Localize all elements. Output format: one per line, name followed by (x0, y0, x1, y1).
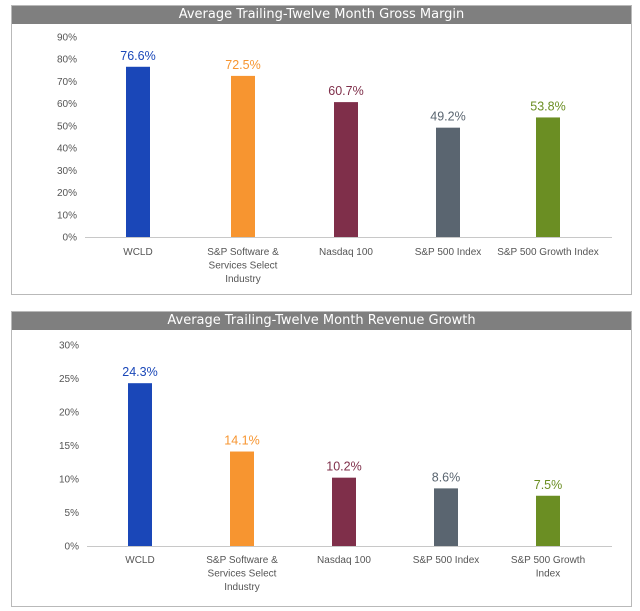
x-category-label: WCLD (125, 555, 154, 566)
data-label: 60.7% (328, 84, 363, 98)
x-category-label: S&P Software & (206, 555, 278, 566)
y-tick-label: 30% (57, 166, 77, 177)
gross-margin-chart: 0% 10% 20% 30% 40% 50% 60% 70% 80% 90% 76.6% WCLD 72… (57, 33, 612, 285)
x-category-label: Industry (224, 582, 260, 593)
bar (536, 117, 560, 237)
x-category-label: S&P 500 Index (413, 555, 480, 566)
bar (434, 488, 458, 546)
y-tick-label: 10% (57, 210, 77, 221)
data-label: 24.3% (122, 365, 157, 379)
x-category-label: Nasdaq 100 (317, 555, 371, 566)
data-label: 10.2% (326, 460, 361, 474)
x-category-label: Services Select (208, 569, 277, 580)
data-label: 7.5% (534, 478, 563, 492)
bar (126, 66, 150, 238)
y-tick-label: 40% (57, 144, 77, 155)
revenue-growth-chart-panel: Average Trailing-Twelve Month Revenue Gr… (11, 311, 632, 607)
y-tick-label: 60% (57, 99, 77, 110)
y-tick-label: 80% (57, 55, 77, 66)
y-tick-label: 15% (59, 441, 79, 452)
y-tick-label: 50% (57, 121, 77, 132)
data-label: 53.8% (530, 99, 565, 113)
chart-title: Average Trailing-Twelve Month Revenue Gr… (12, 312, 631, 330)
x-category-label: Services Select (209, 261, 278, 272)
y-tick-label: 30% (59, 341, 79, 352)
x-category-label: S&P 500 Index (415, 247, 482, 258)
y-tick-label: 0% (65, 542, 80, 553)
revenue-growth-chart: 0% 5% 10% 15% 20% 25% 30% 24.3% WCLD 14.1% S&P Sof… (59, 341, 612, 593)
x-category-label: Index (536, 569, 560, 580)
x-category-label: S&P 500 Growth Index (497, 247, 599, 258)
x-category-label: S&P Software & (207, 247, 279, 258)
x-category-label: S&P 500 Growth (511, 555, 585, 566)
bar (536, 495, 560, 546)
x-category-label: Industry (225, 274, 261, 285)
data-label: 49.2% (430, 110, 465, 124)
y-tick-label: 10% (59, 475, 79, 486)
bar (436, 127, 460, 237)
bar (334, 102, 358, 237)
y-tick-label: 90% (57, 33, 77, 44)
y-tick-label: 20% (59, 408, 79, 419)
y-tick-label: 20% (57, 188, 77, 199)
bar (231, 75, 255, 237)
gross-margin-chart-panel: Average Trailing-Twelve Month Gross Marg… (11, 5, 632, 295)
data-label: 14.1% (224, 434, 259, 448)
y-tick-label: 5% (65, 508, 80, 519)
chart-title: Average Trailing-Twelve Month Gross Marg… (12, 6, 631, 24)
data-label: 72.5% (225, 58, 260, 72)
bar (332, 477, 356, 546)
bar (128, 383, 152, 546)
x-category-label: Nasdaq 100 (319, 247, 373, 258)
y-tick-label: 25% (59, 374, 79, 385)
bar (230, 451, 254, 546)
data-label: 76.6% (120, 49, 155, 63)
data-label: 8.6% (432, 470, 461, 484)
y-tick-label: 0% (63, 233, 78, 244)
x-category-label: WCLD (123, 247, 152, 258)
y-tick-label: 70% (57, 77, 77, 88)
